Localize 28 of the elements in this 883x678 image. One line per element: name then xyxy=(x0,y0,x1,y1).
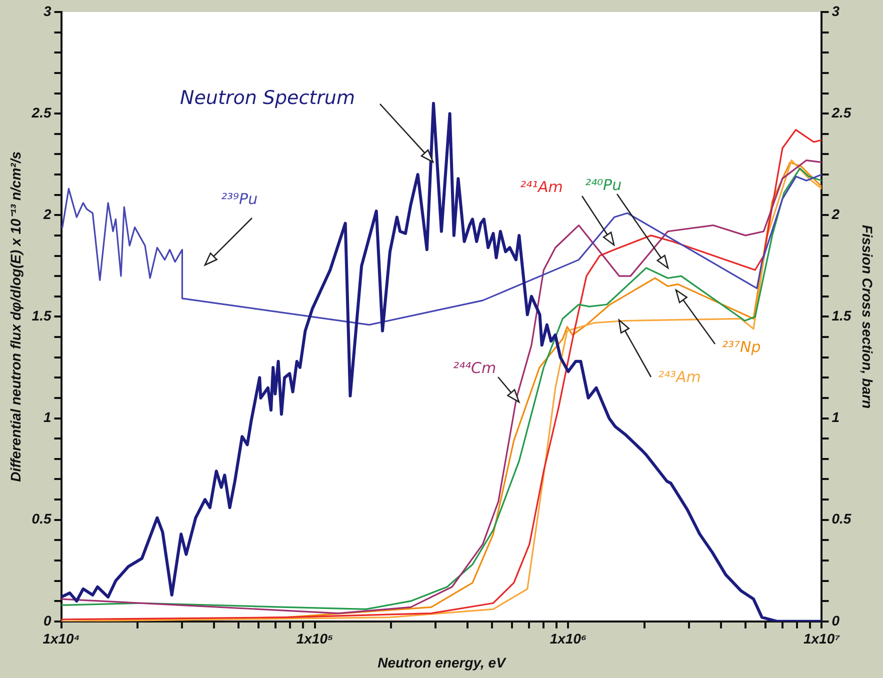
x-tick-label: 1x10⁴ xyxy=(42,630,80,647)
y2-tick-label: 2.5 xyxy=(830,104,852,120)
text: ²⁴⁰Pu xyxy=(585,176,622,194)
series-label: ²³⁷Np xyxy=(722,338,761,356)
y-tick-label: 3 xyxy=(43,2,52,19)
x-tick-label: 1x10⁷ xyxy=(803,630,841,647)
y-tick-label: 2.5 xyxy=(30,104,52,120)
y-tick-label: 0.5 xyxy=(32,510,52,527)
series-label: ²⁴⁴Cm xyxy=(453,359,496,377)
y2-tick-label: 2 xyxy=(830,206,840,222)
text: Neutron Spectrum xyxy=(180,87,355,109)
text: ²⁴¹Am xyxy=(520,178,563,196)
y2-tick-label: 3 xyxy=(832,2,840,19)
x-tick-label: 1x10⁶ xyxy=(550,630,587,647)
y2-tick-label: 1.5 xyxy=(832,308,852,324)
text: ²⁴³Am xyxy=(658,368,701,386)
y-tick-label: 0 xyxy=(43,612,52,628)
x-axis-title: Neutron energy, eV xyxy=(378,654,508,670)
y-axis-title: Differential neutron flux dφ/dlog(E) x 10⁻¹³ n/cm²/s xyxy=(7,151,24,482)
y-tick-label: 2 xyxy=(42,206,52,222)
text: ²³⁹Pu xyxy=(221,190,258,208)
y-tick-label: 1 xyxy=(43,409,52,426)
y2-tick-label: 0 xyxy=(832,612,840,628)
y-tick-label: 1.5 xyxy=(32,308,52,324)
y2-tick-label: 0.5 xyxy=(832,510,852,527)
y2-tick-label: 1 xyxy=(832,409,840,426)
y2-axis-title: Fission Cross section, barn xyxy=(860,224,876,409)
x-tick-label: 1x10⁵ xyxy=(296,630,334,647)
